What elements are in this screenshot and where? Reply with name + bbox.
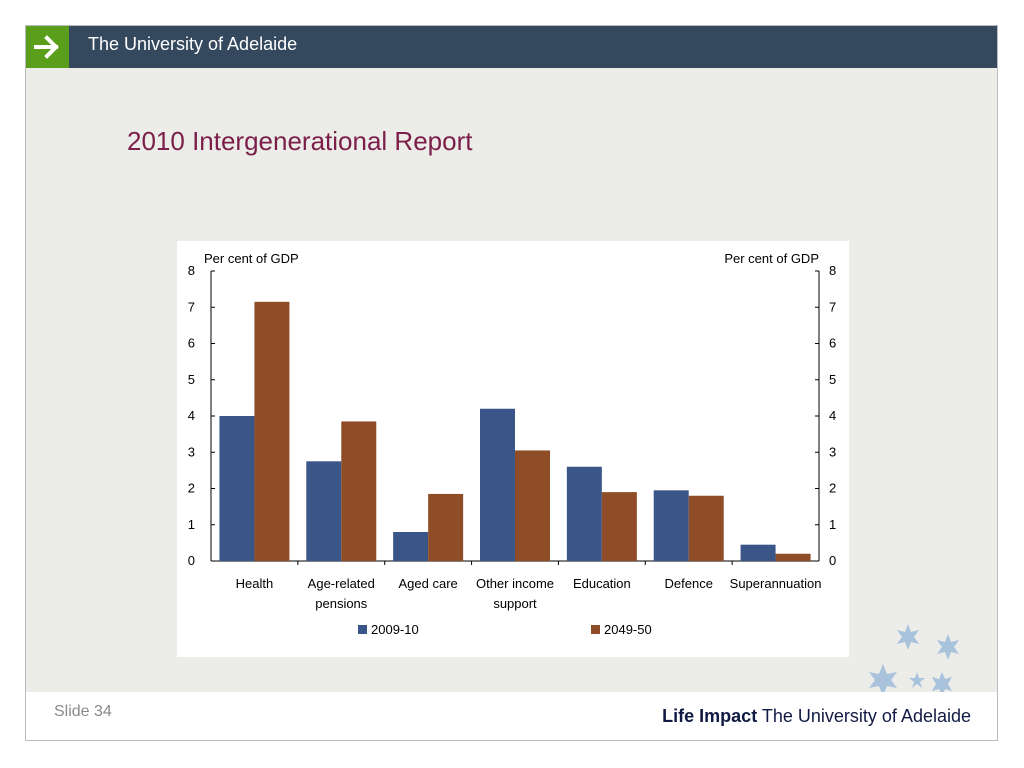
bar-2049-50-5 [688, 495, 724, 561]
y-tick-label-left: 1 [188, 517, 195, 532]
bar-2009-10-2 [393, 532, 429, 561]
y-tick-label-left: 5 [188, 372, 195, 387]
bar-2009-10-4 [566, 466, 602, 561]
bar-2009-10-3 [480, 408, 515, 561]
bar-2049-50-1 [341, 421, 377, 561]
bar-2049-50-2 [428, 493, 464, 561]
y-tick-label-left: 8 [188, 263, 195, 278]
footer-brand-rest: The University of Adelaide [761, 706, 971, 726]
star-icon [937, 634, 959, 660]
y-tick-label-left: 6 [188, 336, 195, 351]
y-tick-label-right: 1 [829, 517, 836, 532]
bar-2009-10-1 [306, 461, 342, 561]
y-tick-label-right: 8 [829, 263, 836, 278]
university-name: The University of Adelaide [88, 34, 298, 54]
bar-2009-10-0 [219, 416, 255, 561]
y-tick-label-left: 4 [188, 408, 195, 423]
x-tick-label: Aged care [399, 576, 458, 591]
y-tick-label-right: 2 [829, 481, 836, 496]
chart-panel: 0 0 1 1 2 2 3 3 4 4 5 5 6 6 7 7 8 8 Per cent of GDP Per cen… [177, 241, 849, 657]
y-tick-label-right: 4 [829, 408, 836, 423]
x-tick-label: Education [573, 576, 631, 591]
slide-title: 2010 Intergenerational Report [127, 126, 473, 156]
arrow-button[interactable] [26, 26, 69, 68]
star-decoration [869, 624, 959, 696]
bar-chart: 0 0 1 1 2 2 3 3 4 4 5 5 6 6 7 7 8 8 Per cent of GDP Per cen… [188, 251, 836, 637]
x-tick-label: pensions [315, 596, 368, 611]
bar-2009-10-6 [740, 544, 776, 561]
arrow-right-icon [34, 35, 59, 59]
y-tick-label-left: 0 [188, 553, 195, 568]
footer-brand: Life Impact The University of Adelaide [662, 706, 971, 727]
legend-swatch-2009-10 [358, 625, 367, 634]
legend-label: 2009-10 [371, 622, 419, 637]
y-tick-label-right: 6 [829, 336, 836, 351]
legend-label: 2049-50 [604, 622, 652, 637]
y-tick-label-left: 7 [188, 299, 195, 314]
footer-strip [26, 692, 997, 740]
star-icon [932, 672, 952, 696]
header-bar: The University of Adelaide [26, 26, 997, 68]
x-tick-label: Health [236, 576, 274, 591]
y-tick-label-left: 3 [188, 444, 195, 459]
slide: The University of Adelaide 2010 Intergen… [25, 25, 998, 741]
y-tick-label-right: 5 [829, 372, 836, 387]
bar-2049-50-6 [775, 553, 811, 561]
bar-2049-50-4 [601, 492, 637, 561]
y-tick-label-right: 7 [829, 299, 836, 314]
slide-number: Slide 34 [54, 703, 112, 720]
y-tick-label-left: 2 [188, 481, 195, 496]
x-tick-label: Other income [476, 576, 554, 591]
footer-brand-bold: Life Impact [662, 706, 758, 726]
y-axis-title-left: Per cent of GDP [204, 251, 299, 266]
legend-swatch-2049-50 [591, 625, 600, 634]
bar-2049-50-3 [515, 450, 550, 561]
bar-2049-50-0 [254, 301, 290, 561]
x-tick-label: Defence [665, 576, 713, 591]
bar-2009-10-5 [653, 490, 689, 561]
y-tick-label-right: 3 [829, 444, 836, 459]
x-tick-label: support [493, 596, 537, 611]
star-icon [897, 624, 919, 650]
y-axis-title-right: Per cent of GDP [724, 251, 819, 266]
star-icon [869, 664, 897, 696]
x-tick-label: Superannuation [730, 576, 822, 591]
star-icon [909, 672, 925, 688]
y-tick-label-right: 0 [829, 553, 836, 568]
x-tick-label: Age-related [308, 576, 375, 591]
